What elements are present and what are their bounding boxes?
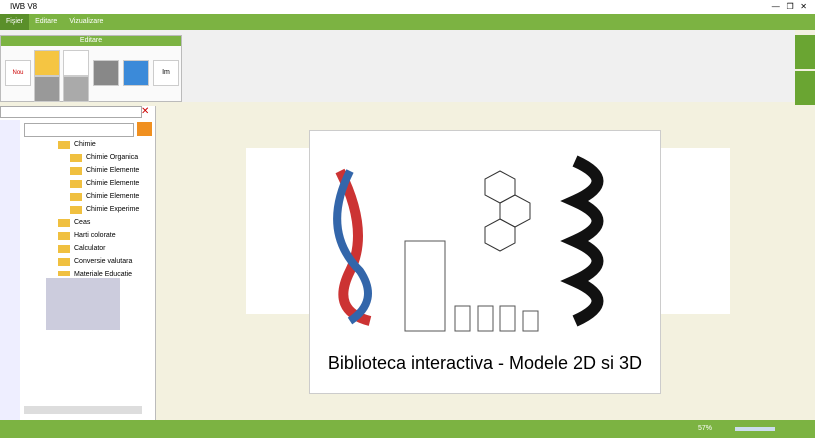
zoom-slider[interactable] bbox=[735, 427, 775, 431]
tree-item[interactable]: Chimie bbox=[58, 138, 142, 151]
print-button[interactable] bbox=[93, 60, 119, 86]
scrollbar[interactable] bbox=[24, 406, 142, 414]
tree-item[interactable]: Materiale Educatie bbox=[58, 268, 142, 276]
tree-item[interactable]: Chimie Elemente bbox=[70, 190, 142, 203]
tree-item[interactable]: Chimie Organica bbox=[70, 151, 142, 164]
menu-item[interactable]: Editare bbox=[35, 18, 58, 25]
search-box[interactable] bbox=[24, 123, 134, 137]
dna-image bbox=[335, 168, 372, 326]
ribbon-group: Editare Nou Im bbox=[0, 35, 182, 102]
side-button[interactable] bbox=[795, 35, 815, 69]
tree-item[interactable]: Calculator bbox=[58, 242, 142, 255]
lab-image bbox=[404, 240, 539, 332]
tree-item[interactable]: Chimie Elemente bbox=[70, 177, 142, 190]
tree-item[interactable]: Conversie valutara bbox=[58, 255, 142, 268]
tree-item[interactable]: Harti colorate bbox=[58, 229, 142, 242]
search-button[interactable] bbox=[137, 122, 152, 136]
group-title: Editare bbox=[1, 36, 181, 46]
tree-item[interactable]: Chimie Elemente bbox=[70, 164, 142, 177]
library-panel: ✕ Chimie Chimie Organica Chimie Elemente Ch… bbox=[0, 106, 156, 420]
save-button[interactable] bbox=[34, 76, 60, 102]
import-button[interactable]: Im bbox=[153, 60, 179, 86]
menu-item[interactable]: Fişier bbox=[0, 14, 30, 30]
save-as-button[interactable] bbox=[63, 76, 89, 102]
open-button[interactable] bbox=[34, 50, 60, 76]
tree: Chimie Chimie Organica Chimie Elemente Chim… bbox=[58, 138, 142, 276]
close-button[interactable]: ✕ bbox=[141, 106, 150, 117]
window-title: IWB V8 bbox=[10, 2, 38, 11]
status-bar: 57% bbox=[0, 420, 815, 438]
tree-item[interactable]: Chimie Experime bbox=[70, 203, 142, 216]
tree-item[interactable]: Ceas bbox=[58, 216, 142, 229]
side-button[interactable] bbox=[795, 71, 815, 105]
slide-images bbox=[333, 155, 604, 332]
helix-image bbox=[560, 155, 604, 327]
slide: Biblioteca interactiva - Modele 2D si 3D bbox=[309, 130, 661, 394]
thumbnail[interactable] bbox=[46, 278, 120, 330]
dna-image bbox=[333, 169, 372, 325]
slide-caption: Biblioteca interactiva - Modele 2D si 3D bbox=[327, 353, 643, 373]
print-preview-button[interactable] bbox=[63, 50, 89, 76]
panel-header bbox=[0, 106, 142, 118]
email-button[interactable] bbox=[123, 60, 149, 86]
title-bar: IWB V8 — ❐ ✕ bbox=[0, 0, 815, 14]
menu-bar: Fişier Editare Vizualizare bbox=[0, 14, 815, 30]
new-button[interactable]: Nou bbox=[5, 60, 31, 86]
menu-item[interactable]: Vizualizare bbox=[69, 18, 104, 25]
window-controls[interactable]: — ❐ ✕ bbox=[771, 2, 807, 11]
molecule-image bbox=[484, 170, 531, 252]
zoom-level: 57% bbox=[698, 425, 713, 432]
tool-strip bbox=[0, 120, 20, 420]
